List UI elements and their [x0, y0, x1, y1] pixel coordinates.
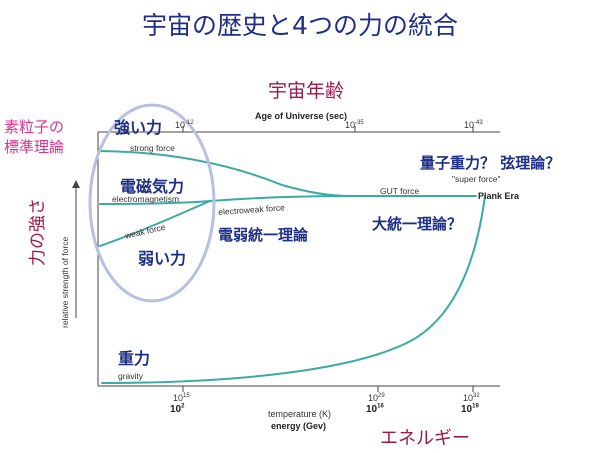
weak-force-curve	[99, 200, 211, 247]
energy-axis-label: energy (Gev)	[271, 421, 327, 431]
strong-force-curve	[99, 150, 349, 197]
strength-arrow-head	[72, 180, 80, 188]
electromagnetism-en: electromagnetism	[112, 194, 180, 204]
gravity-curve	[101, 195, 486, 384]
gravity-jp: 重力	[118, 349, 151, 368]
gravity-en: gravity	[118, 371, 144, 381]
strength-label-en: relative strength of force	[60, 236, 70, 328]
energy-tick-label-2: 1016	[366, 403, 384, 415]
quantum-gravity-jp: 量子重力？ 弦理論？	[420, 154, 561, 172]
temp-tick-label-1: 1015	[173, 393, 190, 403]
strength-label-jp: 力の強さ	[28, 198, 48, 266]
top-tick-label-1: 10-12	[175, 120, 194, 130]
temp-tick-label-2: 1029	[368, 393, 385, 403]
electromagnetism-jp: 電磁気力	[120, 177, 185, 196]
page-title: 宇宙の歴史と4つの力の統合	[142, 11, 458, 40]
grand-unified-theory-jp: 大統一理論？	[372, 215, 463, 233]
temperature-axis-label: temperature (K)	[268, 409, 332, 419]
energy-tick-label-1: 102	[170, 403, 185, 415]
super-force-en: "super force"	[452, 174, 501, 184]
strong-force-en: strong force	[130, 143, 175, 153]
gut-force-en: GUT force	[380, 186, 420, 196]
top-tick-label-3: 10-43	[464, 120, 483, 130]
plank-era-label: Plank Era	[478, 191, 520, 201]
force-curves	[99, 150, 486, 384]
electromagnetism-curve	[99, 200, 211, 205]
electroweak-curve	[209, 195, 349, 202]
temp-tick-label-3: 1032	[463, 393, 480, 403]
age-axis-label: Age of Universe (sec)	[255, 111, 348, 121]
top-tick-label-2: 10-35	[345, 120, 364, 130]
energy-heading: エネルギー	[380, 428, 470, 449]
standard-model-ellipse	[88, 103, 216, 303]
electroweak-theory-jp: 電弱統一理論	[218, 226, 309, 244]
standard-model-line-1: 素粒子の	[4, 118, 65, 136]
strong-force-jp: 強い力	[114, 118, 163, 137]
standard-model-line-2: 標準理論	[4, 138, 65, 156]
energy-tick-label-3: 1019	[461, 403, 479, 415]
age-heading: 宇宙年齢	[268, 80, 345, 102]
weak-force-jp: 弱い力	[138, 249, 187, 268]
